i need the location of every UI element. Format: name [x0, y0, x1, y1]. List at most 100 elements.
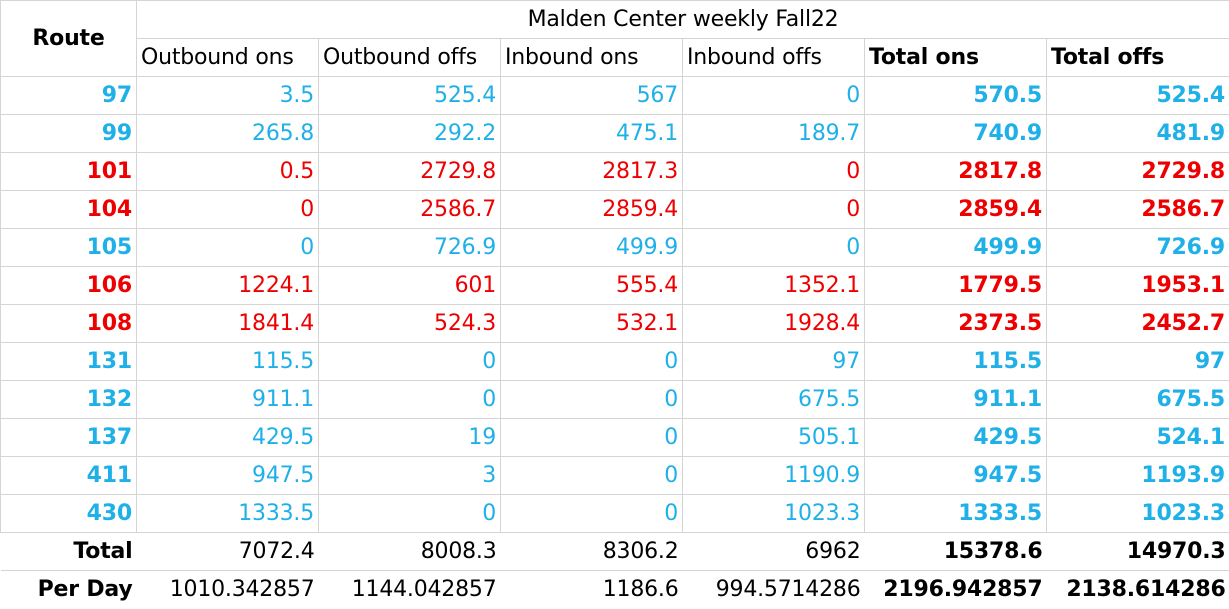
- table-cell: 524.3: [318, 304, 501, 343]
- table-cell: 1352.1: [682, 266, 865, 305]
- table-cell: 601: [318, 266, 501, 305]
- table-cell: 0: [682, 152, 865, 191]
- table-cell: 947.5: [864, 456, 1047, 495]
- table-row: 97 3.5 525.4 567 0 570.5 525.4: [0, 76, 1229, 115]
- table-cell: 1953.1: [1045, 266, 1229, 305]
- table-row: 132 911.1 0 0 675.5 911.1 675.5: [0, 380, 1229, 419]
- table-cell: 2859.4: [500, 190, 683, 229]
- table-cell: 0: [682, 76, 865, 115]
- table-cell: 0.5: [136, 152, 319, 191]
- table-cell: 0: [318, 380, 501, 419]
- table-cell: 2817.3: [500, 152, 683, 191]
- route-number: 97: [0, 76, 137, 115]
- table-cell: 429.5: [136, 418, 319, 457]
- summary-cell: 2196.942857: [864, 570, 1047, 608]
- table-row: 430 1333.5 0 0 1023.3 1333.5 1023.3: [0, 494, 1229, 533]
- table-cell: 1333.5: [864, 494, 1047, 533]
- table-cell: 0: [682, 228, 865, 267]
- summary-cell: 7072.4: [136, 532, 319, 571]
- table-title: Malden Center weekly Fall22: [135, 0, 1229, 39]
- per-day-row: Per Day 1010.342857 1144.042857 1186.6 994.5…: [0, 570, 1229, 608]
- summary-cell: 1144.042857: [318, 570, 501, 608]
- table-cell: 2729.8: [318, 152, 501, 191]
- table-row: 105 0 726.9 499.9 0 499.9 726.9: [0, 228, 1229, 267]
- table-cell: 2452.7: [1045, 304, 1229, 343]
- table-cell: 0: [682, 190, 865, 229]
- route-number: 99: [0, 114, 137, 153]
- table-cell: 525.4: [1045, 76, 1229, 115]
- summary-cell: 8306.2: [500, 532, 683, 571]
- table-cell: 911.1: [136, 380, 319, 419]
- per-day-row-label: Per Day: [0, 570, 137, 608]
- header-inbound-ons: Inbound ons: [500, 38, 683, 77]
- summary-cell: 1010.342857: [136, 570, 319, 608]
- table-cell: 1779.5: [864, 266, 1047, 305]
- table-cell: 189.7: [682, 114, 865, 153]
- table-cell: 475.1: [500, 114, 683, 153]
- summary-cell: 15378.6: [864, 532, 1047, 571]
- route-number: 430: [0, 494, 137, 533]
- header-total-offs: Total offs: [1045, 38, 1229, 77]
- table-cell: 3.5: [136, 76, 319, 115]
- table-cell: 555.4: [500, 266, 683, 305]
- table-cell: 1224.1: [136, 266, 319, 305]
- table-cell: 97: [682, 342, 865, 381]
- table-cell: 0: [500, 380, 683, 419]
- route-number: 137: [0, 418, 137, 457]
- route-number: 105: [0, 228, 137, 267]
- table-row: 104 0 2586.7 2859.4 0 2859.4 2586.7: [0, 190, 1229, 229]
- table-cell: 2729.8: [1045, 152, 1229, 191]
- header-outbound-ons: Outbound ons: [136, 38, 319, 77]
- total-row-label: Total: [0, 532, 137, 571]
- table-cell: 499.9: [864, 228, 1047, 267]
- table-cell: 2586.7: [318, 190, 501, 229]
- table-cell: 0: [318, 342, 501, 381]
- table-cell: 505.1: [682, 418, 865, 457]
- table-cell: 481.9: [1045, 114, 1229, 153]
- table-cell: 97: [1045, 342, 1229, 381]
- table-cell: 0: [318, 494, 501, 533]
- table-row: 137 429.5 19 0 505.1 429.5 524.1: [0, 418, 1229, 457]
- table-cell: 675.5: [682, 380, 865, 419]
- table-cell: 1928.4: [682, 304, 865, 343]
- table-row: 108 1841.4 524.3 532.1 1928.4 2373.5 2452.7: [0, 304, 1229, 343]
- table-cell: 726.9: [1045, 228, 1229, 267]
- total-row: Total 7072.4 8008.3 8306.2 6962 15378.6 14970.…: [0, 532, 1229, 571]
- table-cell: 292.2: [318, 114, 501, 153]
- table-cell: 19: [318, 418, 501, 457]
- table-cell: 570.5: [864, 76, 1047, 115]
- table-cell: 1193.9: [1045, 456, 1229, 495]
- route-number: 106: [0, 266, 137, 305]
- table-cell: 265.8: [136, 114, 319, 153]
- summary-cell: 2138.614286: [1046, 570, 1229, 608]
- table-cell: 115.5: [136, 342, 319, 381]
- summary-cell: 6962: [682, 532, 865, 571]
- table-cell: 2586.7: [1045, 190, 1229, 229]
- table-row: 106 1224.1 601 555.4 1352.1 1779.5 1953.1: [0, 266, 1229, 305]
- table-cell: 0: [500, 494, 683, 533]
- table-cell: 532.1: [500, 304, 683, 343]
- table-cell: 947.5: [136, 456, 319, 495]
- table-cell: 675.5: [1045, 380, 1229, 419]
- table-cell: 2373.5: [864, 304, 1047, 343]
- table-row: 131 115.5 0 0 97 115.5 97: [0, 342, 1229, 381]
- table-cell: 1023.3: [1045, 494, 1229, 533]
- route-number: 101: [0, 152, 137, 191]
- table-cell: 524.1: [1045, 418, 1229, 457]
- route-number: 411: [0, 456, 137, 495]
- header-outbound-offs: Outbound offs: [318, 38, 501, 77]
- table-cell: 567: [500, 76, 683, 115]
- table-cell: 499.9: [500, 228, 683, 267]
- table-cell: 1023.3: [682, 494, 865, 533]
- route-column-header: Route: [0, 0, 137, 77]
- table-cell: 0: [136, 228, 319, 267]
- table-row: 411 947.5 3 0 1190.9 947.5 1193.9: [0, 456, 1229, 495]
- table-cell: 525.4: [318, 76, 501, 115]
- table-cell: 115.5: [864, 342, 1047, 381]
- summary-cell: 1186.6: [500, 570, 683, 608]
- table-cell: 1841.4: [136, 304, 319, 343]
- table-cell: 726.9: [318, 228, 501, 267]
- header-inbound-offs: Inbound offs: [682, 38, 865, 77]
- table-cell: 2859.4: [864, 190, 1047, 229]
